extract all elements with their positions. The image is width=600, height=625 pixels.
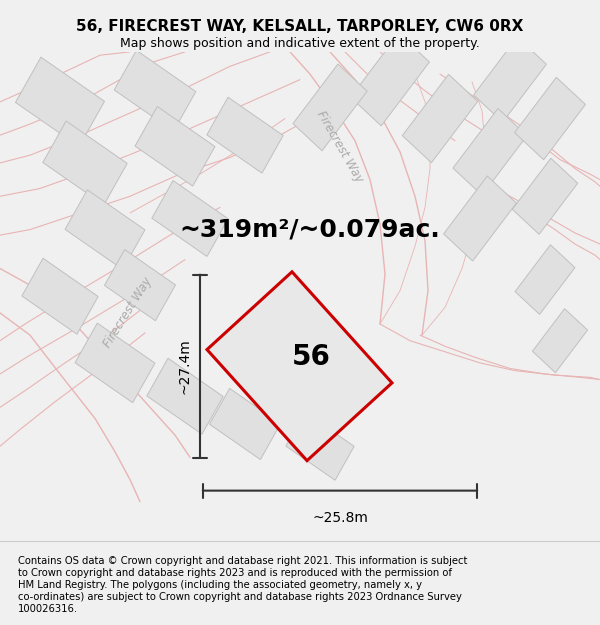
Polygon shape: [209, 388, 281, 459]
Polygon shape: [286, 412, 354, 480]
Text: HM Land Registry. The polygons (including the associated geometry, namely x, y: HM Land Registry. The polygons (includin…: [18, 580, 422, 590]
Text: ~27.4m: ~27.4m: [178, 338, 192, 394]
Polygon shape: [135, 106, 215, 186]
Polygon shape: [75, 323, 155, 402]
Polygon shape: [16, 57, 104, 146]
Polygon shape: [532, 309, 587, 372]
Polygon shape: [207, 272, 392, 461]
Polygon shape: [114, 51, 196, 131]
Polygon shape: [147, 358, 223, 434]
Polygon shape: [43, 121, 127, 205]
Polygon shape: [22, 258, 98, 334]
Polygon shape: [104, 249, 176, 321]
Text: Firecrest Way: Firecrest Way: [101, 276, 155, 351]
Polygon shape: [443, 176, 517, 261]
Polygon shape: [453, 109, 527, 195]
Text: co-ordinates) are subject to Crown copyright and database rights 2023 Ordnance S: co-ordinates) are subject to Crown copyr…: [18, 592, 462, 602]
Polygon shape: [207, 98, 283, 173]
Polygon shape: [293, 64, 367, 151]
Text: 56, FIRECREST WAY, KELSALL, TARPORLEY, CW6 0RX: 56, FIRECREST WAY, KELSALL, TARPORLEY, C…: [76, 19, 524, 34]
Text: ~319m²/~0.079ac.: ~319m²/~0.079ac.: [179, 217, 440, 242]
Polygon shape: [152, 181, 228, 256]
Text: ~25.8m: ~25.8m: [312, 511, 368, 524]
Text: 100026316.: 100026316.: [18, 604, 78, 614]
Text: Map shows position and indicative extent of the property.: Map shows position and indicative extent…: [120, 38, 480, 50]
Polygon shape: [512, 158, 578, 234]
Text: Contains OS data © Crown copyright and database right 2021. This information is : Contains OS data © Crown copyright and d…: [18, 556, 467, 566]
Text: 56: 56: [292, 343, 331, 371]
Polygon shape: [65, 190, 145, 269]
Text: Firecrest Way: Firecrest Way: [314, 108, 366, 184]
Text: to Crown copyright and database rights 2023 and is reproduced with the permissio: to Crown copyright and database rights 2…: [18, 568, 452, 578]
Polygon shape: [350, 34, 430, 126]
Polygon shape: [515, 78, 586, 160]
Polygon shape: [403, 74, 478, 162]
Polygon shape: [515, 245, 575, 314]
Polygon shape: [473, 37, 547, 122]
